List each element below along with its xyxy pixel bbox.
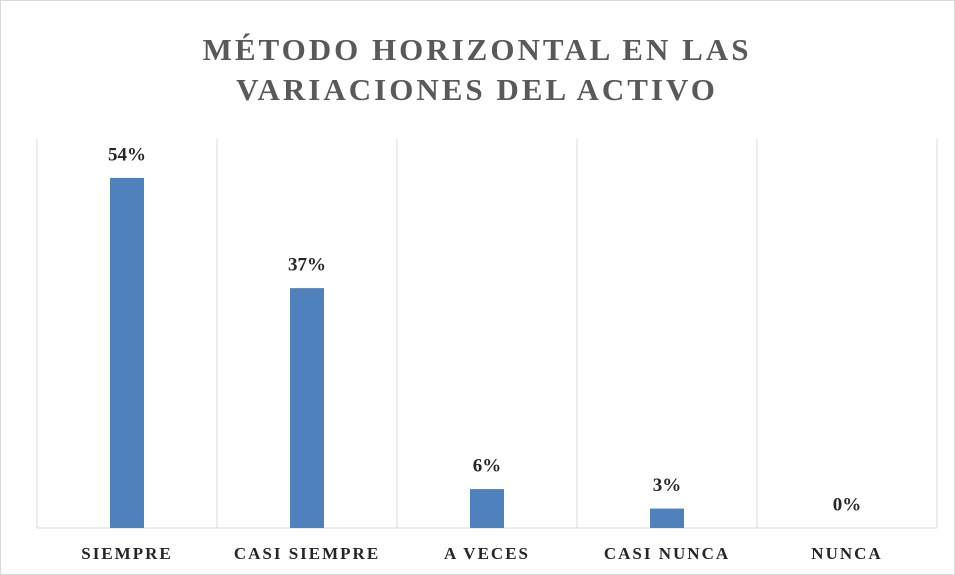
data-label: 54% xyxy=(108,144,146,165)
bar xyxy=(470,489,504,528)
x-tick-label: CASI NUNCA xyxy=(604,544,730,563)
bar xyxy=(290,288,324,528)
data-label: 6% xyxy=(473,455,502,476)
data-label: 37% xyxy=(288,254,326,275)
chart-title: MÉTODO HORIZONTAL EN LAS VARIACIONES DEL… xyxy=(202,32,752,107)
x-tick-label: CASI SIEMPRE xyxy=(234,544,380,563)
data-label: 0% xyxy=(833,494,862,515)
x-tick-label: NUNCA xyxy=(811,544,882,563)
bar xyxy=(650,508,684,528)
x-tick-label: A VECES xyxy=(444,544,530,563)
data-label: 3% xyxy=(653,475,682,496)
x-tick-label: SIEMPRE xyxy=(81,544,172,563)
bar xyxy=(110,177,144,528)
